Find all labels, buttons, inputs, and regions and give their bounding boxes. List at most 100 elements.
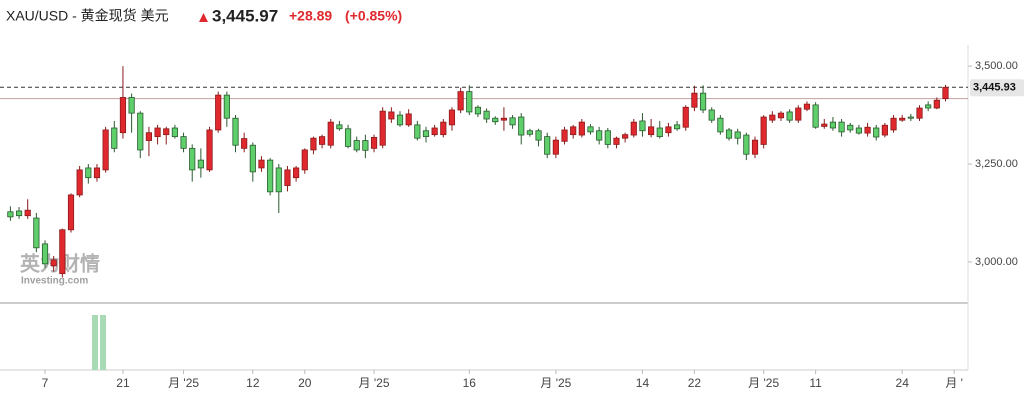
- candle-body: [890, 117, 897, 131]
- candle-body: [119, 97, 127, 134]
- candle-body: [215, 94, 222, 131]
- candle-body: [561, 129, 568, 142]
- candle-body: [855, 127, 862, 134]
- candle-body: [241, 138, 248, 149]
- candle-body: [613, 137, 620, 145]
- candle-body: [223, 94, 230, 119]
- x-tick-label: 20: [298, 376, 312, 390]
- candle-body: [67, 194, 75, 231]
- candle-body: [725, 129, 733, 139]
- candle-body: [171, 127, 178, 138]
- candle-body: [267, 159, 274, 193]
- candle-body: [925, 104, 932, 109]
- candle-body: [578, 121, 585, 136]
- candle-body: [336, 124, 343, 130]
- last-price-label: 3,445.93: [973, 82, 1016, 94]
- candle-body: [552, 139, 559, 155]
- candle-body: [24, 209, 31, 217]
- y-tick-label: 3,000.00: [975, 256, 1018, 268]
- candle-body: [249, 144, 256, 173]
- candle-body: [76, 169, 83, 196]
- candle-body: [665, 126, 672, 134]
- candle-body: [751, 139, 759, 155]
- x-tick-label: 16: [463, 376, 477, 390]
- candle-body: [769, 114, 776, 121]
- x-tick-label: 月 '25: [359, 376, 390, 390]
- candle-body: [284, 169, 291, 186]
- candle-body: [59, 229, 66, 275]
- candle-body: [466, 91, 473, 113]
- candle-body: [691, 92, 698, 108]
- candle-body: [777, 112, 785, 119]
- candle-body: [85, 167, 92, 179]
- candle-body: [821, 123, 828, 127]
- candle-body: [189, 147, 196, 171]
- candle-body: [379, 110, 386, 146]
- candle-body: [899, 117, 906, 121]
- candle-body: [622, 134, 629, 139]
- candle-body: [180, 136, 187, 149]
- candle-body: [907, 116, 914, 119]
- candle-body: [492, 117, 499, 123]
- x-tick-label: 12: [246, 376, 260, 390]
- x-tick-label: 月 '25: [168, 376, 199, 390]
- candle-body: [197, 159, 204, 169]
- candle-body: [206, 129, 213, 171]
- candle-body: [639, 120, 646, 132]
- candle-body: [431, 127, 438, 136]
- candle-body: [838, 121, 845, 133]
- candle-body: [319, 136, 326, 145]
- candle-body: [33, 217, 40, 249]
- candle-body: [50, 259, 57, 267]
- candle-body: [587, 126, 594, 133]
- candle-body: [440, 121, 447, 136]
- candle-body: [163, 128, 170, 136]
- candle-body: [916, 107, 923, 119]
- candle-body: [673, 124, 681, 130]
- candle-body: [760, 116, 767, 145]
- y-tick-label: 3,500.00: [975, 60, 1018, 72]
- volume-bar: [100, 315, 106, 370]
- candle-body: [258, 159, 265, 169]
- candle-body: [414, 124, 421, 139]
- x-tick-label: 22: [688, 376, 702, 390]
- y-tick-label: 3,250.00: [975, 158, 1018, 170]
- candle-body: [881, 124, 888, 136]
- volume-bar: [92, 315, 98, 370]
- candle-body: [682, 106, 689, 128]
- candle-body: [630, 121, 637, 136]
- candle-body: [544, 136, 551, 155]
- candle-body: [457, 91, 464, 111]
- candle-body: [154, 127, 161, 138]
- symbol: XAU/USD - 黄金现货 美元: [6, 8, 169, 24]
- candle-body: [596, 130, 603, 141]
- change-pct: (+0.85%): [345, 8, 402, 24]
- candle-body: [41, 243, 49, 265]
- candle-body: [734, 131, 741, 139]
- candle-body: [396, 114, 404, 126]
- candle-body: [847, 124, 854, 131]
- candle-body: [422, 130, 430, 138]
- candle-body: [275, 167, 282, 193]
- candle-body: [873, 127, 880, 138]
- candle-body: [293, 167, 300, 179]
- candle-body: [699, 92, 707, 111]
- candle-body: [128, 97, 135, 114]
- candle-body: [388, 111, 395, 120]
- x-tick-label: 21: [116, 376, 130, 390]
- candle-body: [518, 116, 525, 136]
- watermark-sub: Investing.com: [21, 276, 88, 287]
- candle-body: [526, 130, 533, 135]
- candle-body: [405, 113, 412, 126]
- candle-body: [743, 134, 750, 155]
- candle-body: [656, 127, 663, 138]
- candle-body: [812, 104, 819, 128]
- candle-body: [232, 117, 239, 146]
- candle-body: [570, 126, 577, 136]
- candle-body: [604, 130, 611, 145]
- candle-body: [353, 140, 360, 151]
- x-tick-label: 月 ': [945, 376, 963, 390]
- candle-body: [795, 107, 802, 121]
- candle-body: [370, 136, 378, 149]
